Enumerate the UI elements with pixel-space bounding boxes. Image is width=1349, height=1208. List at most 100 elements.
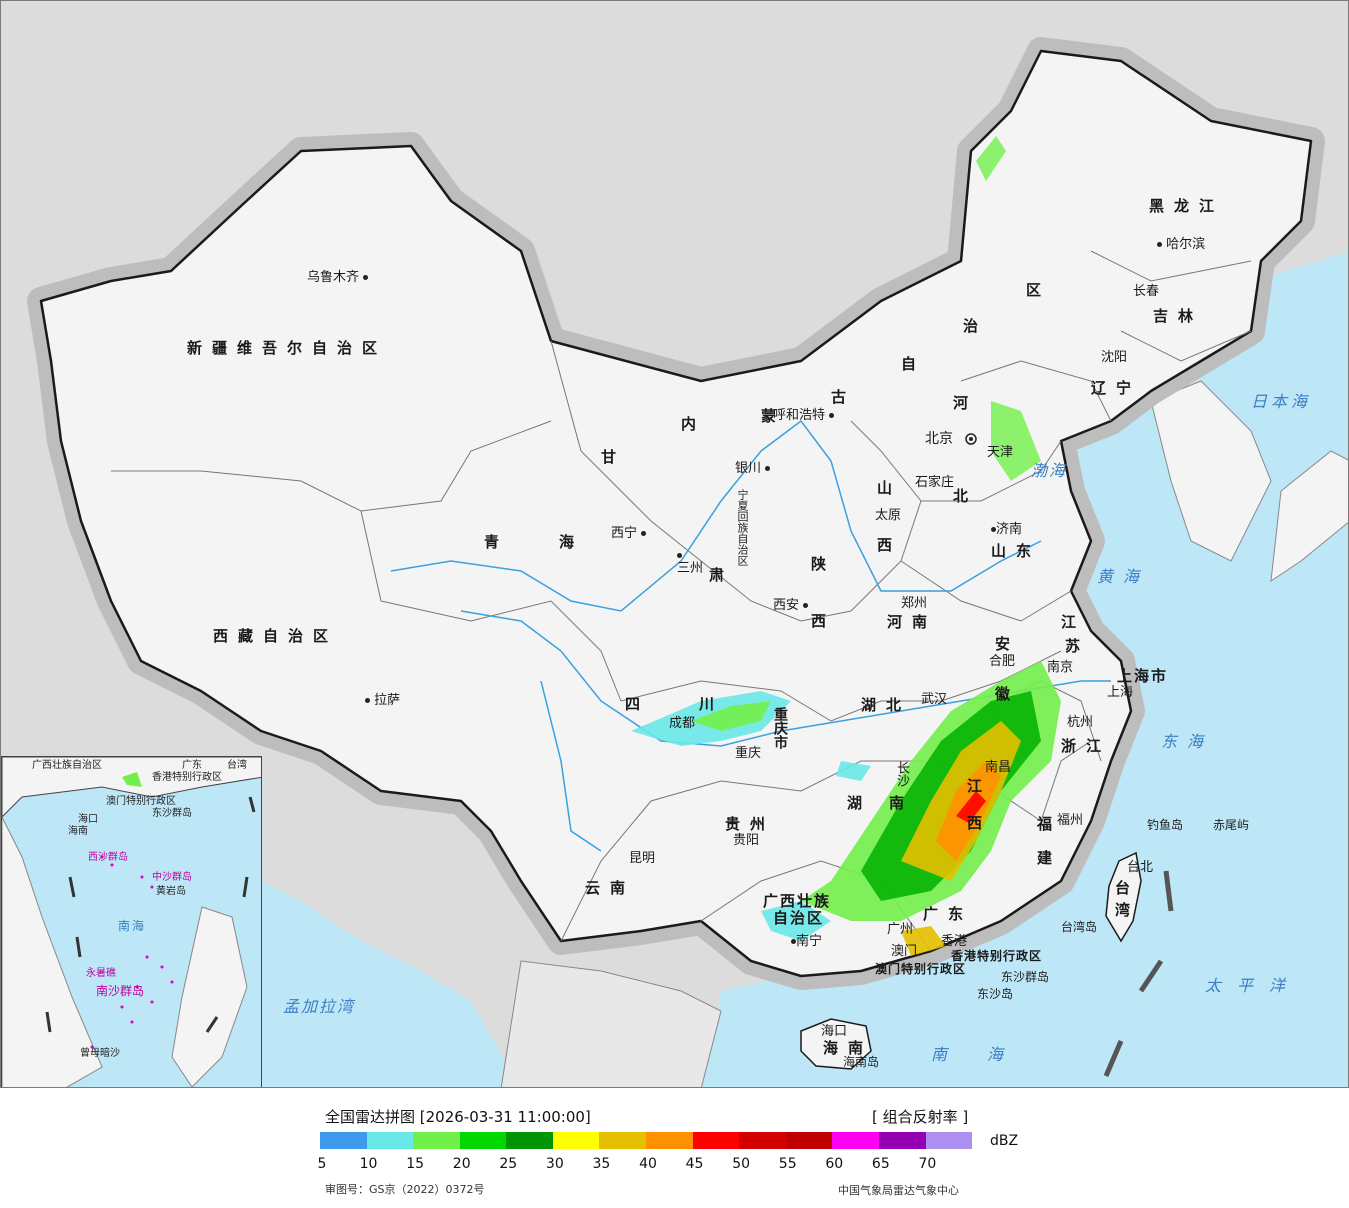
city-chengdu-label: 成都 — [669, 717, 695, 730]
province-jiangxi-2: 西 — [967, 814, 983, 832]
province-nmg-5: 治 — [963, 317, 979, 335]
city-changchun: 长春 — [1133, 284, 1160, 299]
city-jinan: 济南 — [996, 522, 1023, 537]
scale-swatch — [692, 1132, 740, 1149]
inset-guangdong: 广东 — [182, 760, 202, 771]
map-canvas — [27, 37, 1348, 1087]
sea-japan: 日本海 — [1251, 392, 1312, 411]
province-shanxi-1: 山 — [877, 479, 893, 497]
city-wuhan: 武汉 — [921, 692, 948, 707]
province-jiangsu-2: 苏 — [1065, 637, 1081, 655]
inset-macau: 澳门特别行政区 — [106, 796, 176, 807]
city-harbin-label: 哈尔滨 — [1157, 238, 1205, 251]
sea-east: 东海 — [1161, 732, 1214, 751]
sea-yellow: 黄海 — [1097, 567, 1150, 586]
city-changchun-label: 长春 — [1133, 285, 1159, 298]
scale-tick-label: 25 — [499, 1156, 518, 1172]
sea-land — [500, 960, 722, 1087]
capital-dot — [791, 939, 796, 944]
city-hangzhou: 杭州 — [1067, 715, 1094, 730]
city-urumqi-label: 乌鲁木齐 — [307, 270, 369, 285]
city-nanchang-label: 南昌 — [985, 761, 1011, 774]
inset-dongsha: 东沙群岛 — [152, 808, 192, 819]
echo-hunan — [836, 761, 871, 781]
echo-gd — [901, 926, 946, 956]
echo-red — [956, 791, 986, 823]
province-fujian-1: 福 — [1037, 815, 1053, 833]
city-yinchuan: 银川 — [735, 461, 762, 476]
inset-sea: 南海 — [118, 919, 147, 933]
province-jiangxi-1: 江 — [967, 777, 983, 795]
city-lhasa: 拉萨 — [374, 693, 401, 708]
province-gansu-1: 甘 — [601, 448, 617, 466]
city-urumqi: 乌鲁木齐 — [307, 270, 360, 285]
city-lhasa-label: 拉萨 — [365, 694, 400, 707]
city-shijiazhuang: 石家庄 — [915, 475, 955, 490]
city-zhengzhou-label: 郑州 — [901, 597, 927, 610]
inset-land — [2, 757, 261, 818]
echo-sichuan-green — [691, 701, 771, 731]
province-nmg-6: 区 — [1026, 281, 1042, 299]
scale-swatch — [785, 1132, 833, 1149]
province-shandong: 山东 — [991, 542, 1042, 560]
inset-south-china-sea: 广西壮族自治区 广东 台湾 香港特别行政区 澳门特别行政区 东沙群岛 海口 海南… — [1, 756, 262, 1087]
province-beijing: 北京 — [925, 431, 953, 447]
province-hunan-1: 湖 — [847, 794, 863, 812]
city-hongkong-label: 香港 — [941, 935, 967, 948]
island-taiwan: 台湾岛 — [1061, 920, 1098, 934]
province-hunan-2: 南 — [889, 794, 905, 812]
city-hohhot: 呼和浩特 — [773, 408, 826, 423]
city-hongkong: 香港 — [941, 934, 968, 949]
city-fuzhou: 福州 — [1057, 813, 1084, 828]
capital-dot — [363, 275, 369, 280]
province-zhejiang: 浙江 — [1061, 737, 1112, 755]
city-shijiazhuang-label: 石家庄 — [915, 476, 954, 489]
province-jilin: 吉林 — [1153, 307, 1204, 325]
island-dongsha-group: 东沙群岛 — [1001, 970, 1050, 984]
scale-tick-label: 15 — [406, 1156, 425, 1172]
scale-swatch — [646, 1132, 693, 1149]
city-guiyang-label: 贵阳 — [733, 834, 759, 847]
radar-map: 新疆维吾尔自治区 西藏自治区 青 海 甘 肃 内 蒙 古 自 治 区 黑龙江 吉… — [0, 0, 1349, 1088]
scale-tick-label: 50 — [732, 1156, 751, 1172]
city-guangzhou: 广州 — [887, 922, 914, 937]
city-shanghai-label: 上海 — [1107, 686, 1133, 699]
scale-tick-label: 65 — [871, 1156, 890, 1172]
province-shanghai: 上海市 — [1117, 667, 1169, 685]
province-nmg-2: 蒙 — [761, 407, 777, 425]
city-haikou-label: 海口 — [821, 1025, 847, 1038]
province-hk: 香港特别行政区 — [951, 949, 1043, 963]
city-fuzhou-label: 福州 — [1057, 814, 1083, 827]
scale-swatch — [925, 1132, 973, 1149]
province-nmg-4: 自 — [901, 355, 917, 373]
city-guiyang: 贵阳 — [733, 833, 760, 848]
city-taiyuan-label: 太原 — [875, 509, 901, 522]
city-kunming-label: 昆明 — [629, 852, 655, 865]
capital-dot — [829, 413, 835, 418]
province-yunnan: 云南 — [585, 879, 636, 897]
city-guangzhou-label: 广州 — [887, 923, 913, 936]
capital-dot — [1157, 242, 1162, 247]
inset-guangxi: 广西壮族自治区 — [32, 760, 102, 771]
province-guangdong: 广东 — [923, 905, 974, 923]
city-lanzhou-label: 三州 — [677, 549, 703, 575]
boundary-dashes — [1103, 870, 1174, 1077]
scale-tick-label: 30 — [545, 1156, 564, 1172]
city-jinan-label: 济南 — [991, 523, 1022, 536]
echo-ne — [976, 136, 1006, 181]
province-nmg-1: 内 — [681, 415, 697, 433]
legend-title: 全国雷达拼图 [2026-03-31 11:00:00] — [325, 1108, 591, 1126]
inset-zhongsha: 中沙群岛 — [152, 872, 192, 883]
city-changsha-label: 长沙 — [894, 761, 909, 787]
scale-swatch — [413, 1132, 460, 1149]
city-nanchang: 南昌 — [985, 760, 1012, 775]
city-zhengzhou: 郑州 — [901, 596, 928, 611]
inset-east-land — [171, 906, 248, 1087]
inset-xisha: 西沙群岛 — [88, 852, 128, 863]
city-hefei-label: 合肥 — [989, 655, 1015, 668]
sea-bengal: 孟加拉湾 — [283, 997, 356, 1016]
color-scale — [320, 1132, 973, 1149]
province-anhui-1: 安 — [995, 635, 1011, 653]
city-chongqing-label: 重庆 — [735, 747, 761, 760]
scale-swatch — [832, 1132, 879, 1149]
